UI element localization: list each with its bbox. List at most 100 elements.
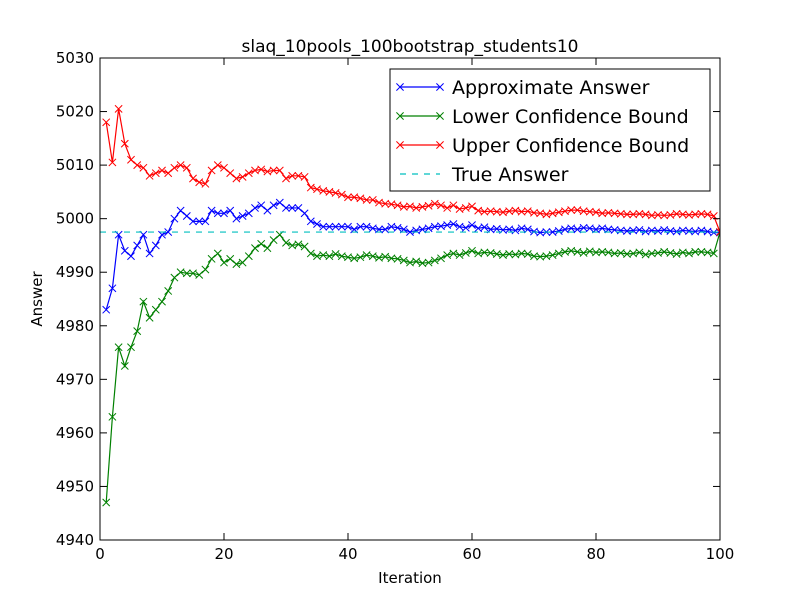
- data-point-lower-confidence-bound: [542, 252, 551, 261]
- data-point-lower-confidence-bound: [102, 498, 111, 507]
- data-point-approximate-answer: [703, 227, 712, 236]
- data-point-approximate-answer: [517, 224, 526, 233]
- data-point-upper-confidence-bound: [573, 206, 582, 215]
- data-point-lower-confidence-bound: [449, 249, 458, 258]
- data-point-approximate-answer: [294, 204, 303, 212]
- data-point-approximate-answer: [474, 224, 483, 233]
- data-point-approximate-answer: [623, 227, 631, 235]
- data-point-approximate-answer: [170, 214, 179, 223]
- data-point-lower-confidence-bound: [554, 249, 563, 258]
- legend-marker: [396, 83, 404, 91]
- data-point-approximate-answer: [616, 226, 625, 235]
- data-point-lower-confidence-bound: [660, 247, 669, 256]
- data-point-approximate-answer: [691, 227, 700, 236]
- y-tick-label: 4950: [56, 477, 94, 495]
- data-point-upper-confidence-bound: [716, 228, 720, 237]
- data-point-approximate-answer: [443, 221, 452, 230]
- data-point-approximate-answer: [226, 206, 235, 215]
- data-point-lower-confidence-bound: [306, 249, 315, 258]
- data-point-upper-confidence-bound: [610, 209, 619, 218]
- data-point-lower-confidence-bound: [678, 248, 687, 257]
- data-point-upper-confidence-bound: [697, 209, 706, 218]
- data-point-approximate-answer: [387, 222, 396, 231]
- data-point-upper-confidence-bound: [362, 195, 371, 204]
- data-point-approximate-answer: [164, 228, 173, 237]
- y-axis-label: Answer: [28, 271, 46, 327]
- data-point-lower-confidence-bound: [499, 251, 507, 260]
- legend-entry-upper-confidence-bound: Upper Confidence Bound: [396, 135, 689, 157]
- data-point-lower-confidence-bound: [517, 249, 526, 258]
- series-approximate-answer: [102, 198, 720, 314]
- data-point-approximate-answer: [666, 227, 675, 235]
- data-point-upper-confidence-bound: [412, 204, 421, 212]
- data-point-lower-confidence-bound: [127, 343, 135, 352]
- legend-entry-true-answer: True Answer: [400, 164, 569, 186]
- data-point-approximate-answer: [585, 224, 594, 233]
- data-point-upper-confidence-bound: [499, 208, 507, 217]
- data-point-approximate-answer: [561, 225, 569, 234]
- data-point-lower-confidence-bound: [691, 247, 700, 256]
- data-point-approximate-answer: [313, 220, 321, 228]
- data-point-upper-confidence-bound: [158, 166, 166, 175]
- plot-area: [100, 104, 720, 507]
- y-tick-label: 5010: [56, 156, 94, 174]
- data-point-upper-confidence-bound: [226, 169, 235, 178]
- data-point-lower-confidence-bound: [424, 258, 433, 267]
- data-point-upper-confidence-bound: [623, 210, 631, 219]
- data-point-lower-confidence-bound: [319, 251, 328, 260]
- data-point-upper-confidence-bound: [579, 207, 588, 216]
- data-point-upper-confidence-bound: [480, 207, 489, 216]
- y-tick-label: 5030: [56, 49, 94, 67]
- data-point-approximate-answer: [573, 225, 582, 234]
- data-point-upper-confidence-bound: [647, 211, 656, 220]
- data-point-lower-confidence-bound: [610, 249, 619, 258]
- data-point-lower-confidence-bound: [623, 250, 631, 258]
- data-point-upper-confidence-bound: [598, 209, 607, 218]
- legend-label: Lower Confidence Bound: [452, 106, 689, 128]
- data-point-approximate-answer: [629, 226, 638, 235]
- legend-marker: [396, 141, 404, 149]
- data-point-lower-confidence-bound: [108, 412, 117, 421]
- data-point-upper-confidence-bound: [337, 190, 346, 199]
- data-point-lower-confidence-bound: [635, 248, 644, 257]
- data-point-approximate-answer: [511, 226, 520, 235]
- data-point-approximate-answer: [133, 241, 142, 250]
- data-point-lower-confidence-bound: [672, 250, 681, 258]
- data-point-lower-confidence-bound: [641, 250, 650, 259]
- data-point-lower-confidence-bound: [337, 252, 346, 261]
- data-point-approximate-answer: [282, 204, 290, 212]
- data-point-lower-confidence-bound: [536, 252, 545, 261]
- data-point-upper-confidence-bound: [691, 210, 700, 219]
- data-point-approximate-answer: [151, 241, 160, 250]
- data-point-lower-confidence-bound: [604, 248, 613, 257]
- data-point-lower-confidence-bound: [592, 248, 600, 257]
- plot-frame: [99, 57, 721, 541]
- data-point-approximate-answer: [244, 209, 253, 218]
- legend-marker: [436, 112, 444, 120]
- data-point-lower-confidence-bound: [368, 252, 377, 261]
- data-point-approximate-answer: [263, 206, 272, 215]
- data-point-upper-confidence-bound: [629, 210, 638, 219]
- data-point-upper-confidence-bound: [418, 202, 427, 211]
- data-point-lower-confidence-bound: [685, 249, 693, 258]
- data-point-lower-confidence-bound: [158, 297, 166, 306]
- data-point-approximate-answer: [554, 227, 563, 235]
- data-point-upper-confidence-bound: [393, 201, 402, 210]
- y-tick-label: 4980: [56, 317, 94, 335]
- series-lower-confidence-bound: [102, 228, 720, 507]
- data-point-lower-confidence-bound: [399, 256, 408, 265]
- data-point-upper-confidence-bound: [592, 208, 600, 217]
- series-upper-confidence-bound: [102, 104, 720, 237]
- y-tick-label: 4990: [56, 263, 94, 281]
- data-point-upper-confidence-bound: [604, 208, 613, 217]
- data-point-upper-confidence-bound: [468, 202, 476, 211]
- data-point-lower-confidence-bound: [461, 248, 470, 257]
- data-point-upper-confidence-bound: [220, 163, 228, 172]
- data-point-upper-confidence-bound: [443, 204, 452, 212]
- data-point-lower-confidence-bound: [474, 249, 483, 258]
- data-point-approximate-answer: [480, 223, 489, 232]
- data-point-approximate-answer: [654, 227, 662, 235]
- data-point-upper-confidence-bound: [703, 210, 712, 219]
- data-point-upper-confidence-bound: [654, 210, 662, 219]
